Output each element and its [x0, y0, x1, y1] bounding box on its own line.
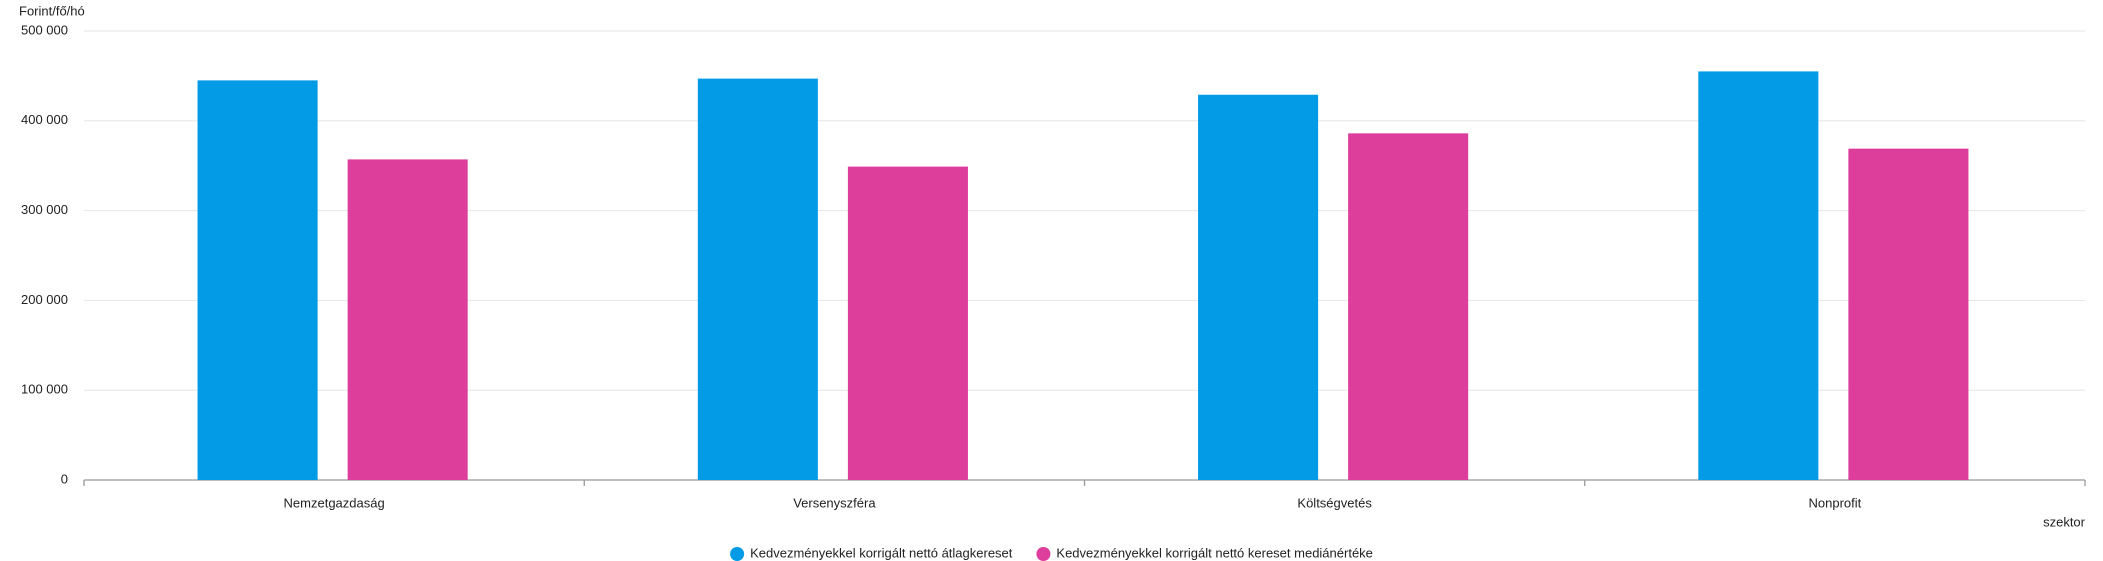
x-tick-label: Nemzetgazdaság	[284, 495, 385, 510]
x-tick-label: Költségvetés	[1297, 495, 1372, 510]
y-tick-label: 100 000	[21, 382, 68, 397]
y-tick-label: 0	[61, 471, 68, 486]
bar	[1848, 148, 1969, 480]
legend: Kedvezményekkel korrigált nettó átlagker…	[730, 545, 1373, 561]
legend-label: Kedvezményekkel korrigált nettó kereset …	[1056, 545, 1373, 560]
x-tick-label: Versenyszféra	[793, 495, 876, 510]
legend-item[interactable]: Kedvezményekkel korrigált nettó átlagker…	[730, 545, 1013, 561]
x-tick-label: Nonprofit	[1809, 495, 1862, 510]
legend-marker	[730, 547, 745, 561]
y-tick-label: 400 000	[21, 112, 68, 127]
bar	[1348, 133, 1469, 480]
bar	[347, 159, 468, 480]
y-tick-label: 300 000	[21, 202, 68, 217]
y-axis-title: Forint/fő/hó	[19, 3, 85, 18]
bar	[1198, 94, 1319, 481]
y-tick-label: 500 000	[21, 22, 68, 37]
bar	[697, 78, 818, 481]
y-tick-label: 200 000	[21, 292, 68, 307]
bar	[847, 166, 968, 480]
legend-marker	[1036, 547, 1051, 561]
x-axis-title: szektor	[2043, 514, 2086, 529]
bar	[1698, 71, 1819, 480]
legend-item[interactable]: Kedvezményekkel korrigált nettó kereset …	[1036, 545, 1373, 561]
legend-label: Kedvezményekkel korrigált nettó átlagker…	[750, 545, 1013, 560]
bar	[197, 80, 318, 480]
